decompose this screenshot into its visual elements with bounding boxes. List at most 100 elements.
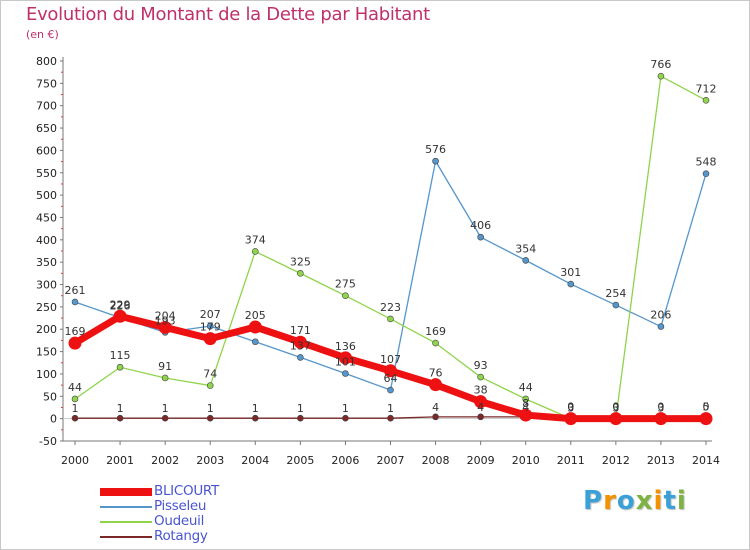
point-rotangy: [432, 413, 439, 421]
logo-letter: r: [603, 486, 617, 516]
point-oudeuil: [116, 363, 124, 371]
x-tick-label: 2002: [151, 454, 179, 467]
y-tick-label: 100: [36, 368, 57, 381]
data-label-oudeuil: 223: [380, 301, 401, 314]
point-pisseleu: [657, 323, 665, 330]
x-tick-label: 2009: [467, 454, 495, 467]
point-pisseleu: [612, 301, 620, 309]
point-blicourt: [203, 332, 217, 346]
point-blicourt: [519, 408, 533, 422]
y-tick-label: 500: [36, 189, 57, 202]
point-blicourt: [699, 412, 713, 426]
x-tick-label: 2014: [692, 454, 720, 467]
legend-swatch: [100, 488, 152, 496]
x-tick-label: 2013: [647, 454, 675, 467]
data-label-blicourt: 0: [657, 401, 664, 414]
data-labels-layer: 169 229 204 179 205 171 136 107 76 38 8 0 0 0 0 261 226 1…: [65, 58, 717, 415]
point-blicourt: [293, 335, 307, 349]
legend-swatch: [100, 536, 152, 538]
point-blicourt: [158, 320, 172, 334]
data-label-pisseleu: 548: [696, 156, 717, 169]
point-rotangy: [297, 414, 304, 422]
data-label-rotangy: 1: [207, 402, 214, 415]
data-label-pisseleu: 193: [155, 314, 176, 327]
x-tick-label: 2005: [286, 454, 314, 467]
point-oudeuil: [161, 374, 169, 382]
y-tick-label: 150: [36, 346, 57, 359]
logo-letter: o: [616, 486, 636, 516]
data-label-oudeuil: 766: [650, 58, 671, 71]
point-blicourt: [429, 378, 443, 392]
point-pisseleu: [702, 170, 710, 177]
data-label-pisseleu: 64: [384, 372, 398, 385]
point-rotangy: [477, 413, 484, 421]
y-tick-label: 650: [36, 122, 57, 135]
point-oudeuil: [206, 382, 214, 389]
y-tick-label: -50: [39, 435, 57, 448]
x-tick-label: 2008: [422, 454, 450, 467]
x-tick-label: 2006: [331, 454, 359, 467]
data-label-oudeuil: 374: [245, 233, 266, 246]
data-label-oudeuil: 91: [158, 360, 172, 373]
data-label-rotangy: 1: [297, 402, 304, 415]
proxiti-logo: Proxiti: [583, 486, 687, 516]
point-pisseleu: [387, 386, 394, 394]
y-tick-label: 550: [36, 167, 57, 180]
data-label-blicourt: 171: [290, 324, 311, 337]
data-label-oudeuil: 325: [290, 255, 311, 268]
y-tick-label: 700: [36, 100, 57, 113]
point-oudeuil: [702, 97, 710, 104]
point-pisseleu: [432, 157, 439, 165]
data-label-oudeuil: 74: [203, 368, 217, 381]
point-oudeuil: [342, 292, 349, 300]
data-label-pisseleu: 261: [65, 284, 86, 297]
y-tick-label: 250: [36, 301, 57, 314]
point-blicourt: [609, 412, 623, 426]
logo-letter: x: [635, 486, 654, 516]
data-label-oudeuil: 44: [68, 381, 82, 394]
y-tick-label: 300: [36, 279, 57, 292]
point-rotangy: [387, 414, 394, 422]
point-pisseleu: [567, 280, 575, 288]
chart-subtitle: (en €): [26, 28, 59, 41]
data-label-pisseleu: 226: [110, 300, 131, 313]
data-label-oudeuil: 44: [519, 381, 533, 394]
data-label-blicourt: 8: [522, 397, 529, 410]
x-tick-label: 2010: [512, 454, 540, 467]
legend-swatch: [100, 506, 152, 508]
y-tick-label: 750: [36, 77, 57, 90]
point-pisseleu: [297, 354, 304, 361]
point-blicourt: [564, 412, 578, 426]
point-rotangy: [342, 414, 349, 422]
data-label-oudeuil: 275: [335, 278, 356, 291]
x-tick-label: 2011: [557, 454, 585, 467]
series-layer: [68, 72, 713, 426]
data-label-oudeuil: 115: [110, 349, 131, 362]
chart-title: Evolution du Montant de la Dette par Hab…: [26, 4, 430, 25]
legend-label: Oudeuil: [154, 513, 205, 529]
data-label-rotangy: 1: [252, 402, 259, 415]
data-label-rotangy: 1: [117, 402, 124, 415]
point-blicourt: [338, 351, 352, 365]
y-tick-label: 350: [36, 256, 57, 269]
data-label-blicourt: 205: [245, 309, 266, 322]
logo-letter: i: [653, 486, 664, 516]
y-tick-label: 50: [43, 390, 57, 403]
data-label-pisseleu: 207: [200, 308, 221, 321]
legend-swatch: [100, 521, 152, 523]
data-label-rotangy: 5: [703, 400, 710, 413]
point-rotangy: [161, 414, 169, 422]
data-label-rotangy: 3: [657, 401, 664, 414]
point-oudeuil: [251, 248, 259, 255]
point-rotangy: [116, 414, 124, 422]
legend-label: Rotangy: [154, 528, 208, 544]
logo-letter: i: [676, 486, 687, 516]
data-label-blicourt: 179: [200, 321, 221, 334]
data-label-pisseleu: 576: [425, 143, 446, 156]
point-pisseleu: [522, 257, 530, 264]
data-label-rotangy: 1: [72, 402, 79, 415]
data-label-rotangy: 1: [162, 402, 169, 415]
data-label-blicourt: 0: [703, 401, 710, 414]
data-label-pisseleu: 301: [560, 266, 581, 279]
